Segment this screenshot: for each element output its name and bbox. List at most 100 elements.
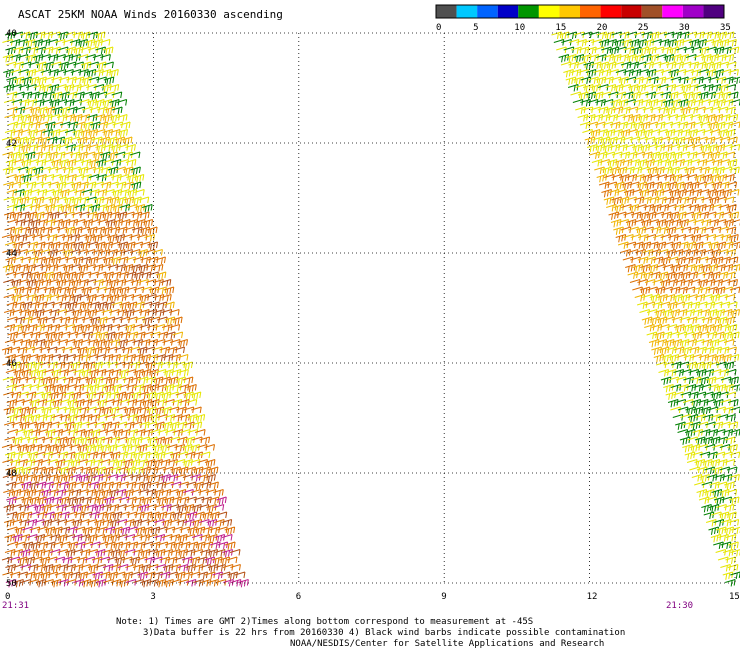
y-tick-label: 42 — [6, 139, 17, 149]
wind-barb — [725, 580, 735, 587]
legend-label: 25 — [638, 23, 649, 33]
wind-barb — [644, 325, 654, 332]
wind-barb — [604, 197, 614, 205]
wind-barb — [587, 145, 597, 153]
legend-swatch — [436, 5, 457, 18]
note-line-1: Note: 1) Times are GMT 2)Times along bot… — [116, 617, 533, 627]
wind-barb — [647, 332, 657, 339]
wind-barb — [654, 355, 664, 363]
wind-barb — [704, 512, 714, 519]
wind-barb — [6, 160, 16, 168]
wind-barb — [6, 77, 16, 85]
legend-swatch — [580, 5, 601, 18]
wind-barb — [666, 392, 676, 400]
wind-barb — [628, 272, 638, 279]
wind-barb — [5, 535, 15, 543]
wind-barb — [7, 190, 17, 197]
wind-barb — [4, 85, 14, 93]
wind-chart: 051015202530354045>50 knots 036912154042… — [0, 0, 740, 650]
wind-barb — [7, 415, 17, 423]
note-line-3: NOAA/NESDIS/Center for Satellite Applica… — [290, 639, 604, 649]
wind-barb — [592, 160, 602, 167]
y-tick-label: 44 — [6, 249, 17, 259]
time-label-right: 21:30 — [666, 601, 693, 611]
y-tick-label: 48 — [6, 469, 17, 479]
wind-barb — [7, 205, 17, 212]
wind-barb — [594, 167, 604, 174]
wind-barb — [625, 265, 635, 273]
wind-barb — [720, 565, 730, 572]
wind-barb — [4, 520, 14, 528]
wind-barb — [7, 107, 17, 114]
wind-barb — [6, 497, 16, 505]
wind-barb — [8, 332, 18, 340]
wind-barb — [599, 182, 609, 189]
x-tick-label: 9 — [441, 592, 446, 602]
wind-barb — [685, 452, 695, 460]
wind-barb — [675, 422, 685, 430]
wind-barb — [4, 407, 14, 415]
wind-barb — [2, 152, 12, 159]
wind-barb — [563, 70, 573, 78]
legend-swatch — [662, 5, 683, 18]
wind-barb — [5, 325, 15, 332]
legend-label: 10 — [514, 23, 525, 33]
wind-barb — [697, 490, 707, 498]
wind-barb — [578, 115, 588, 122]
legend-swatch — [518, 5, 539, 18]
wind-barb — [659, 370, 669, 377]
wind-barb — [568, 85, 578, 92]
wind-barb — [580, 122, 590, 129]
wind-barb — [5, 565, 15, 573]
wind-barb — [692, 475, 702, 482]
wind-barb — [5, 227, 15, 234]
wind-barb — [7, 400, 17, 408]
wind-barb — [680, 437, 690, 445]
legend-swatch — [683, 5, 704, 18]
legend-label: 35 — [720, 23, 731, 33]
wind-barb — [606, 205, 616, 212]
y-tick-label: 50 — [6, 579, 17, 589]
legend-swatch — [642, 5, 663, 18]
legend-swatch — [498, 5, 519, 18]
wind-barb — [642, 317, 652, 325]
wind-barb — [708, 527, 718, 535]
wind-barb — [5, 452, 15, 460]
wind-barb — [635, 295, 645, 302]
wind-barb — [575, 107, 585, 114]
x-tick-label: 3 — [150, 592, 155, 602]
wind-barb — [585, 137, 595, 145]
x-tick-label: 15 — [729, 592, 740, 602]
wind-barb — [706, 520, 716, 527]
wind-barb — [4, 310, 14, 317]
y-tick-label: 40 — [6, 29, 17, 39]
x-tick-label: 6 — [296, 592, 301, 602]
legend-label: 15 — [555, 23, 566, 33]
wind-barb — [701, 505, 711, 513]
legend-swatch — [601, 5, 622, 18]
wind-barbs — [2, 32, 740, 587]
legend-swatch — [539, 5, 560, 18]
wind-barb — [597, 175, 607, 183]
wind-barb — [566, 77, 576, 85]
wind-barb — [661, 377, 671, 385]
legend-swatch — [457, 5, 478, 18]
legend-label: 0 — [436, 23, 441, 33]
wind-barb — [590, 152, 600, 159]
speed-legend: 051015202530354045>50 knots — [436, 5, 740, 33]
wind-barb — [601, 190, 611, 198]
legend-swatch — [703, 5, 724, 18]
wind-barb — [4, 212, 14, 220]
x-tick-label: 12 — [587, 592, 598, 602]
wind-barb — [613, 227, 623, 235]
wind-barb — [3, 490, 13, 497]
wind-barb — [616, 235, 626, 243]
wind-barb — [668, 400, 678, 408]
wind-barb — [663, 385, 673, 393]
wind-barb — [651, 347, 661, 355]
legend-swatch — [621, 5, 642, 18]
note-line-2: 3)Data buffer is 22 hrs from 20160330 4)… — [143, 628, 625, 638]
wind-barb — [5, 47, 15, 55]
wind-barb — [649, 340, 659, 348]
wind-barb — [611, 220, 621, 228]
